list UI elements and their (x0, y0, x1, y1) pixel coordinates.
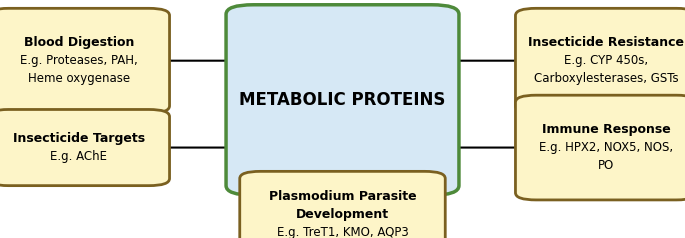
FancyBboxPatch shape (226, 5, 459, 195)
Text: E.g. AChE: E.g. AChE (50, 150, 108, 163)
Text: METABOLIC PROTEINS: METABOLIC PROTEINS (239, 91, 446, 109)
FancyBboxPatch shape (240, 171, 445, 238)
Text: Insecticide Targets: Insecticide Targets (13, 132, 145, 145)
Text: Immune Response: Immune Response (542, 123, 671, 136)
Text: Plasmodium Parasite: Plasmodium Parasite (269, 190, 416, 203)
Text: PO: PO (598, 159, 614, 172)
Text: Blood Digestion: Blood Digestion (23, 36, 134, 49)
Text: E.g. HPX2, NOX5, NOS,: E.g. HPX2, NOX5, NOS, (539, 141, 673, 154)
Text: E.g. TreT1, KMO, AQP3: E.g. TreT1, KMO, AQP3 (277, 226, 408, 238)
Text: E.g. Proteases, PAH,: E.g. Proteases, PAH, (20, 54, 138, 67)
Text: Heme oxygenase: Heme oxygenase (27, 72, 130, 85)
Text: Development: Development (296, 208, 389, 221)
FancyBboxPatch shape (515, 95, 685, 200)
Text: Carboxylesterases, GSTs: Carboxylesterases, GSTs (534, 72, 679, 85)
FancyBboxPatch shape (0, 109, 170, 186)
FancyBboxPatch shape (0, 8, 170, 113)
Text: Insecticide Resistance: Insecticide Resistance (528, 36, 684, 49)
Text: E.g. CYP 450s,: E.g. CYP 450s, (564, 54, 648, 67)
FancyBboxPatch shape (515, 8, 685, 113)
